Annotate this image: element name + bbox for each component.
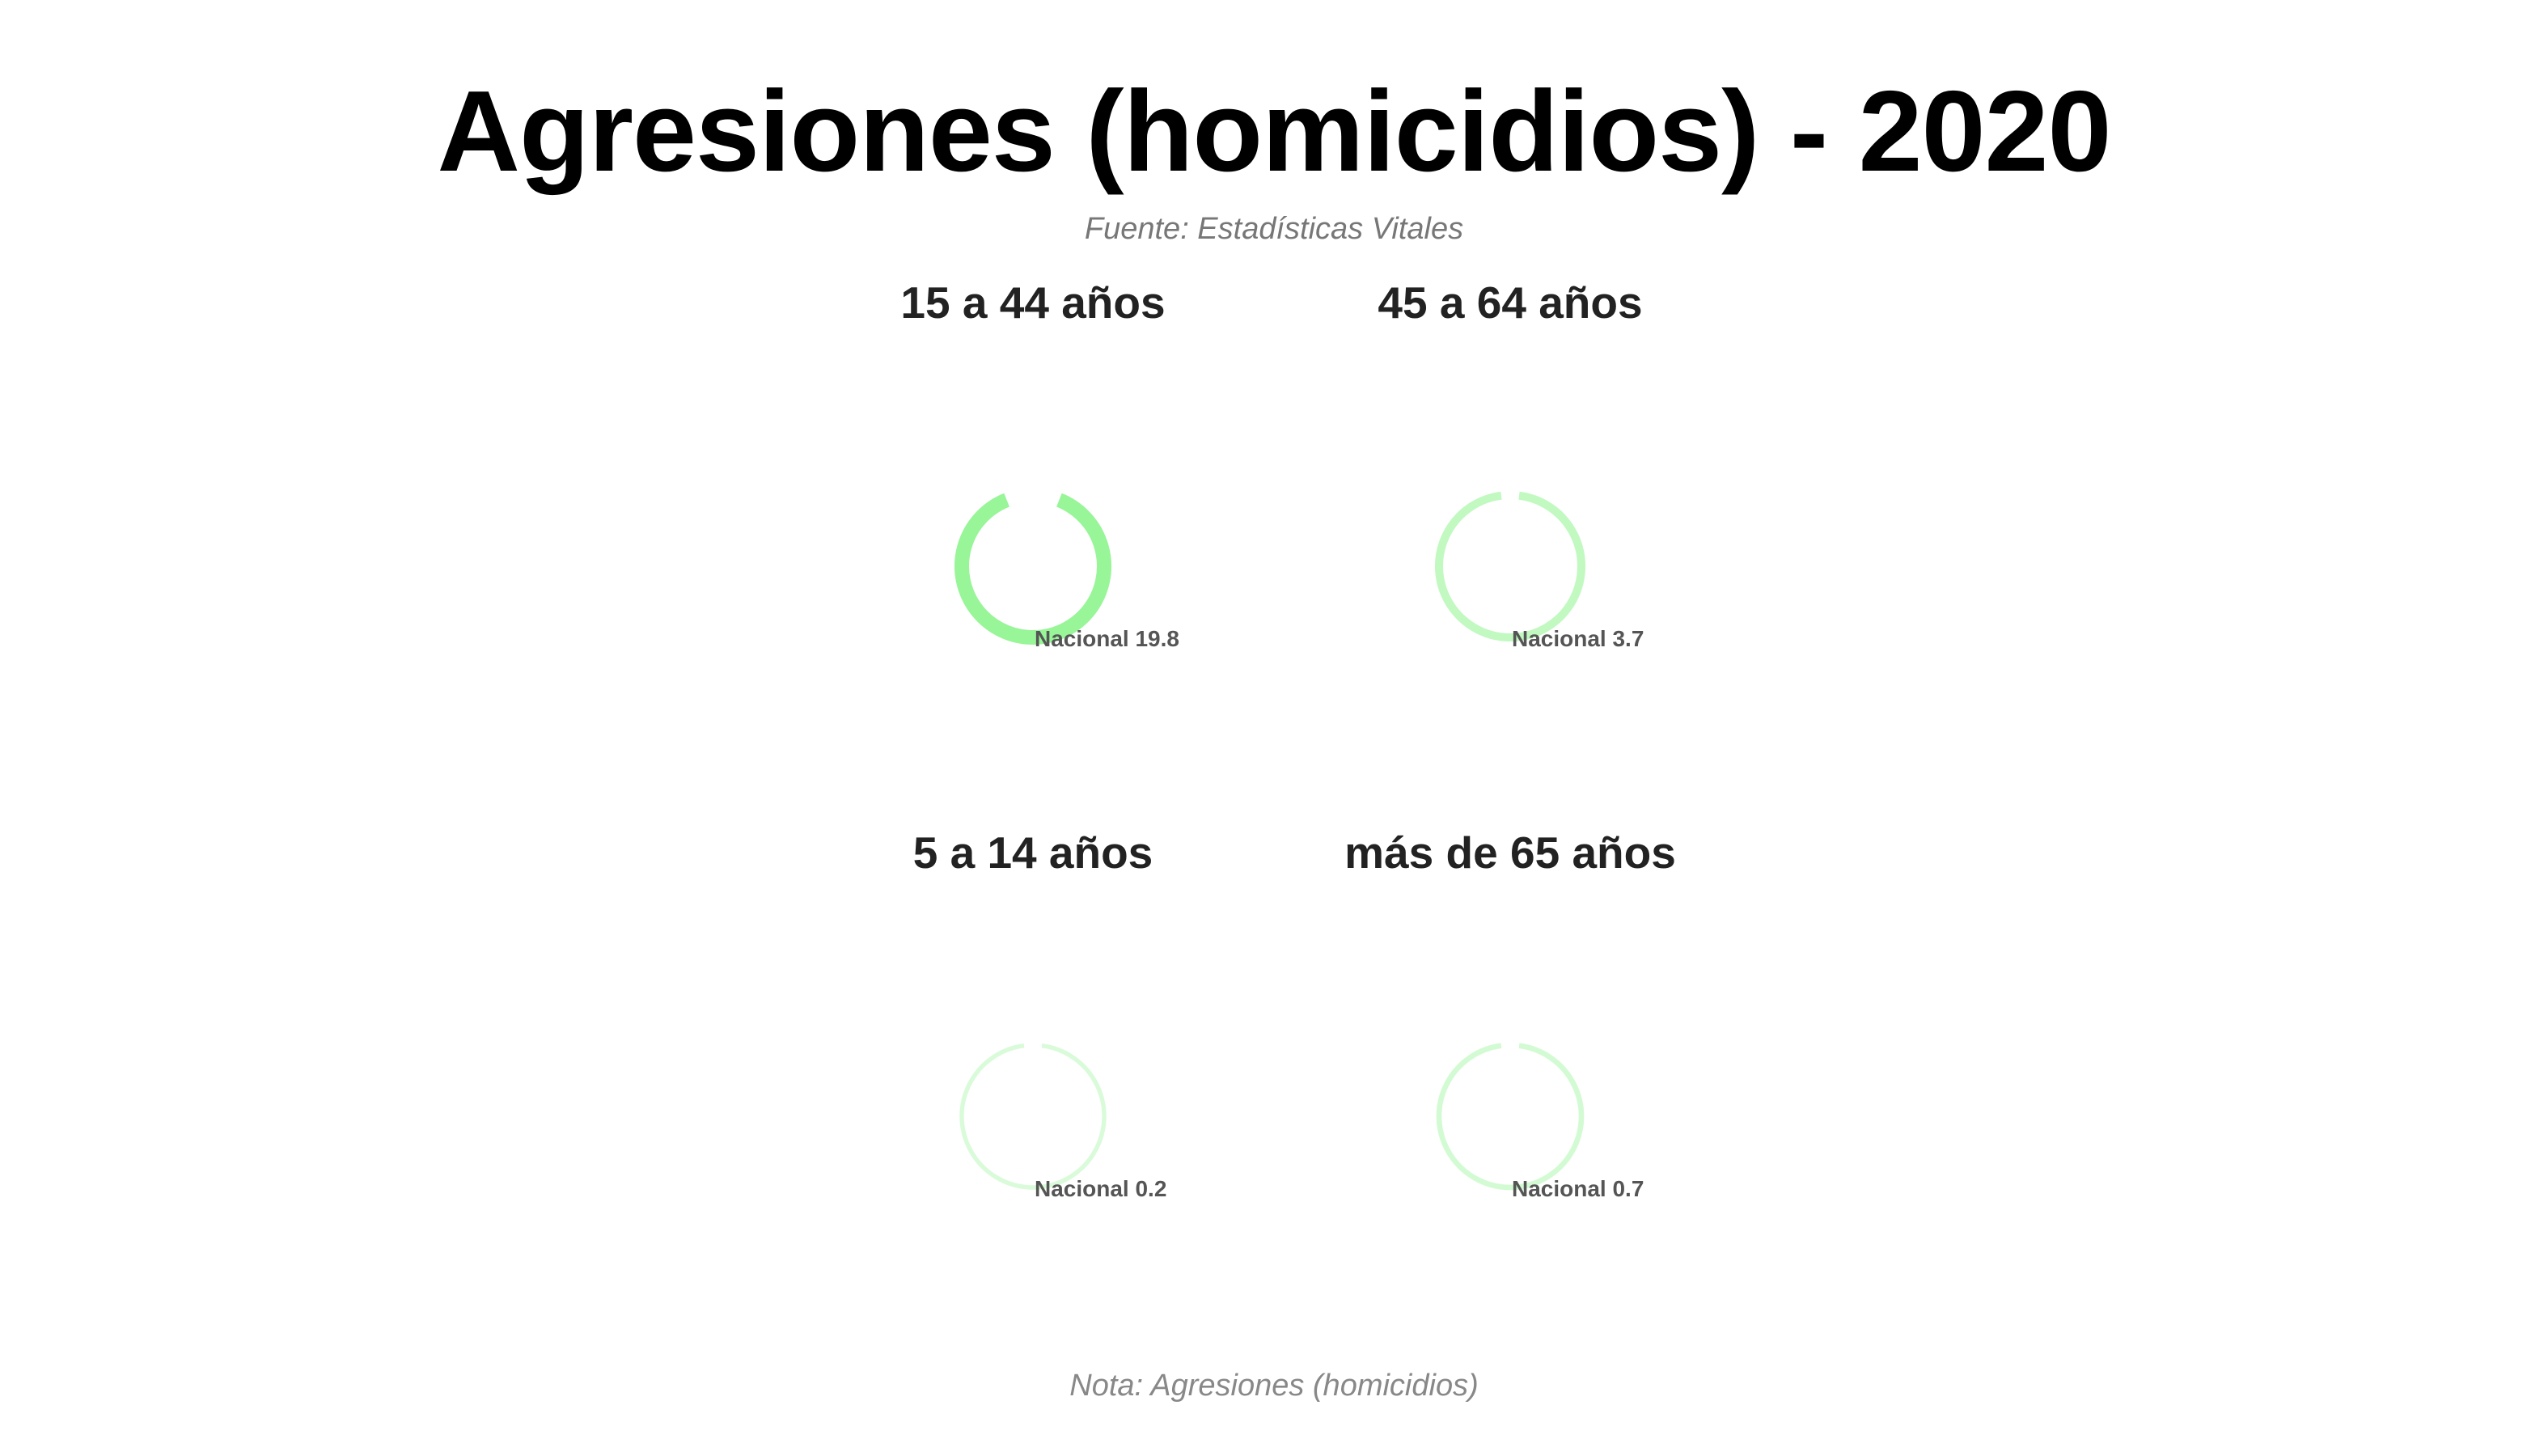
donut-label-15-44: Nacional 19.8 <box>1035 626 1179 651</box>
donut-ring-5-14 <box>959 1043 1107 1190</box>
donut-panel-45-64: Nacional 3.7 <box>1435 491 1644 651</box>
donut-ring-15-44 <box>954 493 1111 645</box>
chart-title: Agresiones (homicidios) - 2020 <box>437 67 2111 196</box>
donut-ring-65-plus <box>1436 1043 1585 1191</box>
donut-label-65-plus: Nacional 0.7 <box>1512 1176 1644 1201</box>
donut-panel-65-plus: Nacional 0.7 <box>1436 1043 1644 1201</box>
chart-note: Nota: Agresiones (homicidios) <box>1069 1369 1479 1403</box>
donut-label-5-14: Nacional 0.2 <box>1035 1176 1166 1201</box>
panel-title-15-44: 15 a 44 años <box>900 277 1166 328</box>
panel-title-65-plus: más de 65 años <box>1344 827 1676 878</box>
chart-subtitle: Fuente: Estadísticas Vitales <box>1084 212 1464 246</box>
donut-panel-5-14: Nacional 0.2 <box>959 1043 1166 1201</box>
panel-title-5-14: 5 a 14 años <box>912 827 1153 878</box>
panel-title-45-64: 45 a 64 años <box>1378 277 1643 328</box>
donut-label-45-64: Nacional 3.7 <box>1512 626 1644 651</box>
donut-ring-45-64 <box>1435 491 1585 642</box>
donut-panel-15-44: Nacional 19.8 <box>954 493 1179 651</box>
